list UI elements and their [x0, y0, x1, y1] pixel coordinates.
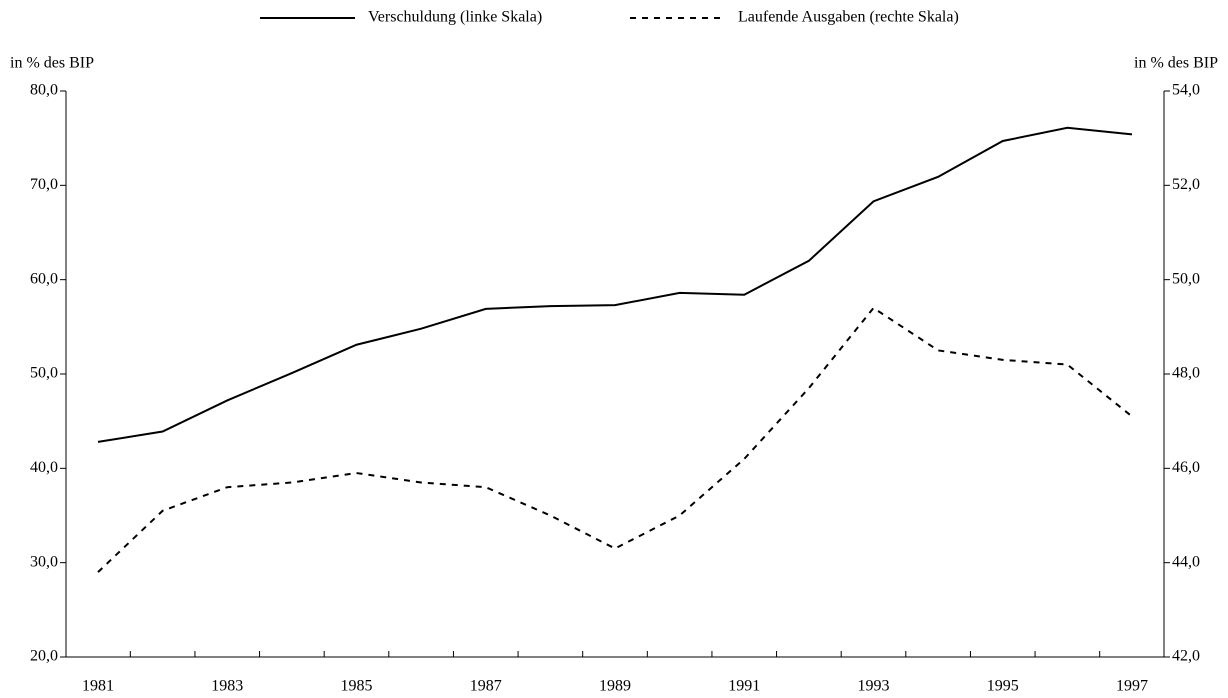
x-tick-label: 1983: [211, 678, 243, 695]
y2-tick-label: 42,0: [1172, 648, 1200, 665]
line-series: [97, 126, 1133, 443]
x-tick-label: 1993: [858, 678, 890, 695]
y-tick-label: 60,0: [30, 270, 58, 287]
y-tick-label: 70,0: [30, 176, 58, 193]
y2-tick-label: 52,0: [1172, 176, 1200, 193]
x-tick-label: 1985: [341, 678, 373, 695]
x-tick-label: 1987: [470, 678, 502, 695]
y2-tick-label: 48,0: [1172, 365, 1200, 382]
y2-tick-label: 46,0: [1172, 459, 1200, 476]
y-axis-label: in % des BIP: [10, 55, 94, 72]
x-tick-label: 1997: [1116, 678, 1148, 695]
line-series: [97, 306, 1133, 573]
y-tick-label: 40,0: [30, 459, 58, 476]
y-tick-label: 20,0: [30, 648, 58, 665]
x-tick-label: 1989: [599, 678, 631, 695]
y-tick-label: 80,0: [30, 82, 58, 99]
legend-label: Laufende Ausgaben (rechte Skala): [738, 9, 959, 26]
y-tick-label: 50,0: [30, 365, 58, 382]
y2-tick-label: 54,0: [1172, 82, 1200, 99]
y-tick-label: 30,0: [30, 553, 58, 570]
legend-label: Verschuldung (linke Skala): [368, 9, 542, 26]
x-tick-label: 1995: [987, 678, 1019, 695]
x-tick-label: 1991: [728, 678, 760, 695]
y2-tick-label: 44,0: [1172, 553, 1200, 570]
y2-axis-label: in % des BIP: [1134, 55, 1218, 72]
y2-tick-label: 50,0: [1172, 270, 1200, 287]
x-tick-label: 1981: [82, 678, 114, 695]
